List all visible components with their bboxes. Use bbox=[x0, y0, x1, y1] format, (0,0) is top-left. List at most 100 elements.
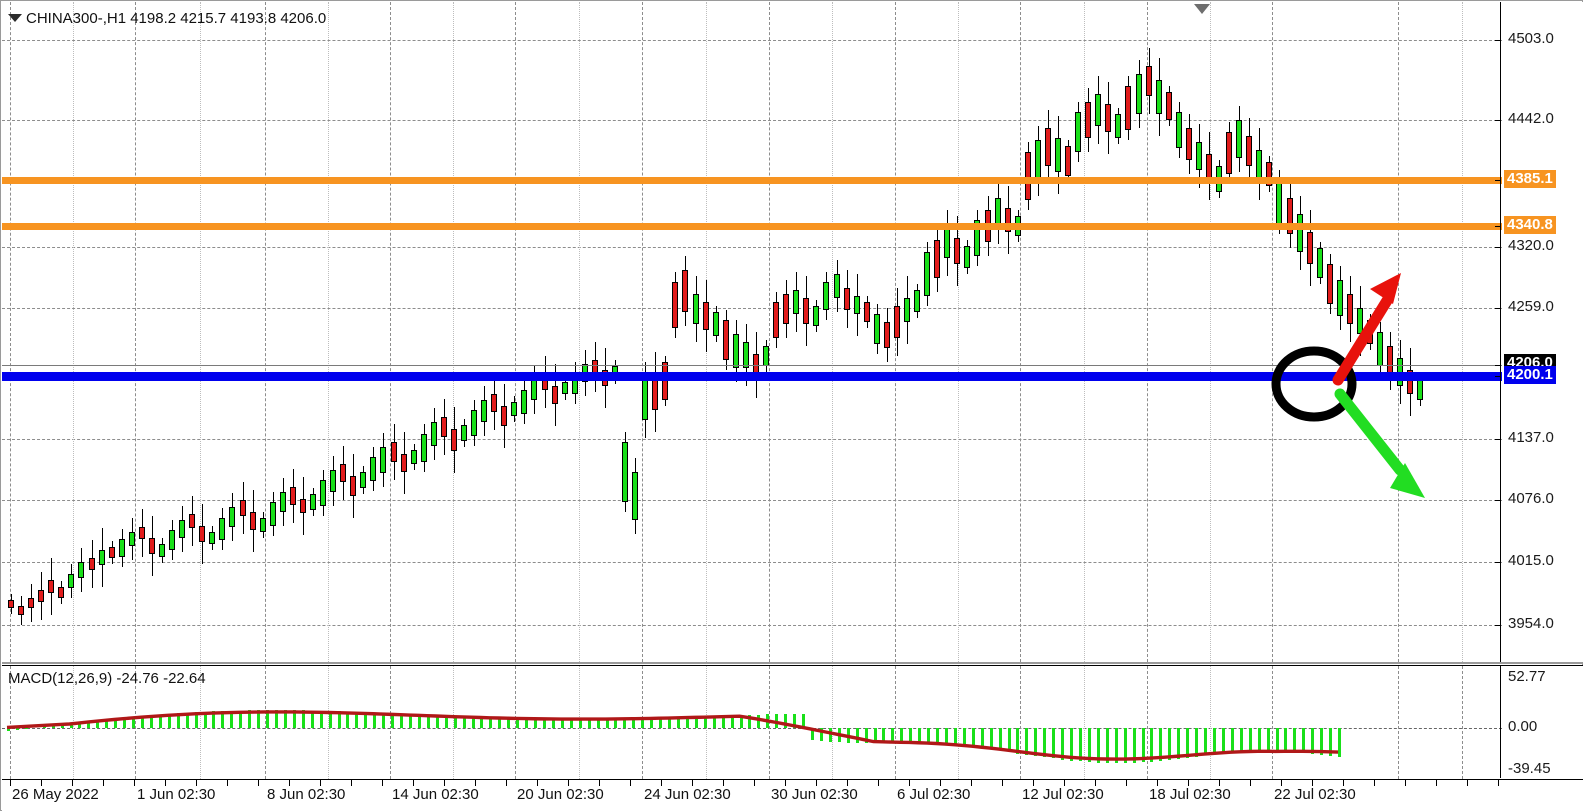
candle-body bbox=[1156, 80, 1162, 114]
time-axis-tick bbox=[1188, 780, 1189, 786]
candle-body bbox=[240, 500, 246, 516]
candle-body bbox=[401, 454, 407, 472]
price-axis-tick bbox=[1495, 439, 1501, 440]
candlestick bbox=[602, 2, 608, 662]
price-axis-label: 4340.8 bbox=[1504, 216, 1556, 234]
candlestick bbox=[1407, 2, 1413, 662]
candlestick bbox=[743, 2, 749, 662]
candlestick bbox=[169, 2, 175, 662]
candle-body bbox=[854, 296, 860, 314]
candle-body bbox=[552, 386, 558, 404]
time-axis-tick bbox=[289, 780, 290, 786]
candle-body bbox=[179, 520, 185, 538]
time-axis-label: 26 May 2022 bbox=[12, 786, 99, 803]
candlestick bbox=[1065, 2, 1071, 662]
price-axis-tick bbox=[1495, 376, 1501, 377]
candlestick bbox=[652, 2, 658, 662]
candlestick bbox=[813, 2, 819, 662]
candlestick bbox=[974, 2, 980, 662]
candle-body bbox=[995, 198, 1001, 226]
candle-body bbox=[1136, 74, 1142, 114]
candlestick bbox=[1357, 2, 1363, 662]
time-axis-tick bbox=[1343, 780, 1344, 786]
candlestick bbox=[38, 2, 44, 662]
candlestick bbox=[1297, 2, 1303, 662]
candle-body bbox=[290, 487, 296, 505]
candlestick bbox=[1337, 2, 1343, 662]
candlestick bbox=[521, 2, 527, 662]
candlestick bbox=[330, 2, 336, 662]
candle-body bbox=[411, 450, 417, 464]
candle-body bbox=[1246, 136, 1252, 166]
candle-body bbox=[149, 538, 155, 554]
candlestick bbox=[370, 2, 376, 662]
level-line-support-blue bbox=[2, 372, 1502, 381]
candle-body bbox=[1115, 114, 1121, 138]
candle-body bbox=[38, 590, 44, 602]
time-axis-label: 20 Jun 02:30 bbox=[517, 786, 604, 803]
candle-body bbox=[139, 527, 145, 539]
candlestick bbox=[763, 2, 769, 662]
candlestick bbox=[511, 2, 517, 662]
candlestick bbox=[481, 2, 487, 662]
time-axis-tick bbox=[940, 780, 941, 786]
candle-body bbox=[8, 600, 14, 608]
candle-body bbox=[1095, 94, 1101, 126]
candle-body bbox=[169, 530, 175, 550]
candle-body bbox=[632, 472, 638, 520]
macd-pane[interactable]: MACD(12,26,9) -24.76 -22.64 bbox=[2, 665, 1583, 779]
candle-body bbox=[1166, 92, 1172, 120]
triangle-down-icon[interactable] bbox=[8, 14, 22, 22]
candlestick bbox=[149, 2, 155, 662]
candlestick bbox=[954, 2, 960, 662]
candle-body bbox=[1075, 112, 1081, 152]
candle-body bbox=[934, 240, 940, 278]
candle-body bbox=[451, 429, 457, 451]
candle-body bbox=[884, 322, 890, 348]
price-plot-area[interactable] bbox=[2, 2, 1502, 662]
candlestick bbox=[1176, 2, 1182, 662]
candlestick bbox=[1246, 2, 1252, 662]
price-axis-label: 4320.0 bbox=[1508, 238, 1554, 253]
candlestick bbox=[320, 2, 326, 662]
candle-body bbox=[1206, 154, 1212, 178]
macd-axis-label: 0.00 bbox=[1508, 719, 1537, 734]
candle-body bbox=[914, 290, 920, 312]
price-axis-label: 4503.0 bbox=[1508, 31, 1554, 46]
candlestick bbox=[844, 2, 850, 662]
price-pane[interactable]: CHINA300-,H1 4198.2 4215.7 4193.8 4206.0 bbox=[2, 2, 1583, 662]
time-axis-tick bbox=[599, 780, 600, 786]
candle-body bbox=[733, 334, 739, 368]
candle-body bbox=[1307, 232, 1313, 264]
time-axis-tick bbox=[1436, 780, 1437, 786]
price-vgridline bbox=[1272, 2, 1273, 662]
candle-body bbox=[501, 406, 507, 426]
candlestick bbox=[703, 2, 709, 662]
candle-body bbox=[783, 294, 789, 324]
time-axis-tick bbox=[196, 780, 197, 786]
candlestick bbox=[1347, 2, 1353, 662]
candle-body bbox=[562, 382, 568, 394]
macd-plot-area[interactable] bbox=[2, 666, 1502, 779]
candlestick bbox=[632, 2, 638, 662]
candle-body bbox=[1186, 128, 1192, 160]
time-axis-tick bbox=[723, 780, 724, 786]
level-line-resistance-upper bbox=[2, 177, 1502, 184]
candle-body bbox=[1176, 112, 1182, 148]
candlestick bbox=[642, 2, 648, 662]
candlestick bbox=[1226, 2, 1232, 662]
time-axis-tick bbox=[1126, 780, 1127, 786]
candlestick bbox=[1196, 2, 1202, 662]
candlestick bbox=[260, 2, 266, 662]
time-axis-tick bbox=[351, 780, 352, 786]
price-axis-tick bbox=[1495, 226, 1501, 227]
candle-body bbox=[391, 442, 397, 462]
time-axis-label: 1 Jun 02:30 bbox=[137, 786, 215, 803]
candle-body bbox=[1125, 86, 1131, 130]
candle-body bbox=[713, 312, 719, 336]
candle-body bbox=[1105, 104, 1111, 132]
time-axis-label: 18 Jul 02:30 bbox=[1149, 786, 1231, 803]
price-vgridline-minor bbox=[328, 2, 329, 662]
time-axis-tick bbox=[692, 780, 693, 786]
candlestick bbox=[48, 2, 54, 662]
